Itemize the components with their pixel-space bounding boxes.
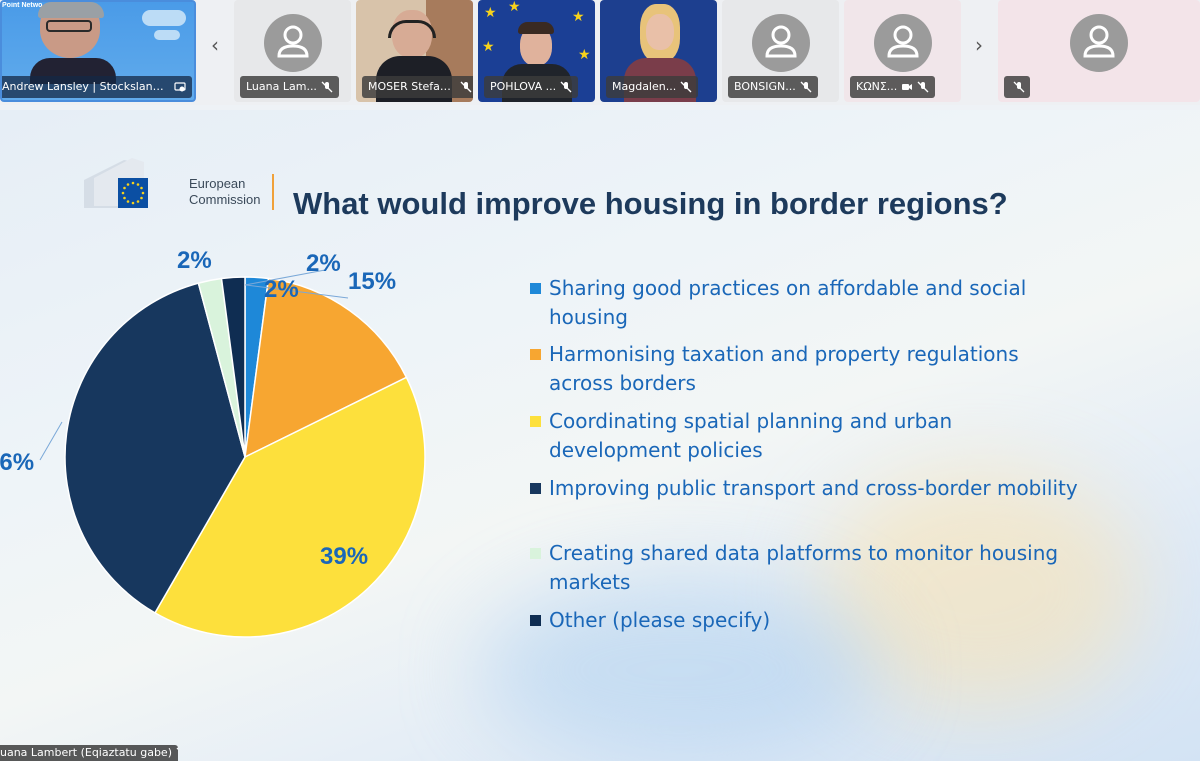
legend-label: Harmonising taxation and property regula… [549,342,1019,395]
banner-text: Point Netwo [2,2,43,9]
pie-slice [153,376,426,638]
legend-label: Creating shared data platforms to monito… [549,541,1059,594]
screen-share-icon [174,82,186,92]
legend-item: Improving public transport and cross-bor… [530,474,1089,503]
avatar [263,14,322,72]
cloud-shape [142,10,186,26]
legend-swatch [530,416,541,427]
legend-label: Sharing good practices on affordable and… [549,276,1027,329]
shared-slide: European Commission What would improve h… [0,110,1200,761]
participant-name: Andrew Lansley | Stockslane (... [2,80,170,93]
legend-swatch [530,349,541,360]
participant-name: ΚΩΝΣ... [856,80,898,93]
pie-percent-label: 39% [320,543,369,570]
participant-name: uana Lambert (Eqiaztatu gabe) [0,746,172,759]
pie-percent-label: 2% [306,250,341,277]
mic-off-icon [560,81,572,93]
pie-slice [244,277,408,459]
participant-tile[interactable]: Magdalen... [600,0,717,102]
participant-tile[interactable]: BONSIGN... [722,0,839,102]
legend-item: Creating shared data platforms to monito… [530,539,1089,597]
leader-line [244,269,326,286]
camera-off-icon [902,84,913,90]
participant-tile-active-speaker[interactable]: Point Netwo Andrew Lansley | Stockslane … [0,0,196,102]
european-commission-logo: European Commission [84,158,284,212]
pie-slice [220,276,246,458]
participant-name: Luana Lam... [246,80,317,93]
mic-off-icon [176,747,178,750]
legend-label: Other (please specify) [549,608,771,632]
background-glow [480,580,880,760]
participant-tile[interactable] [998,0,1200,102]
participant-tile[interactable]: MOSER Stefan... [356,0,473,102]
mic-off-icon [917,81,929,93]
participant-tile[interactable]: ★ ★ ★ ★ ★ POHLOVA ... [478,0,595,102]
mic-off-icon [321,81,333,93]
prev-participants-button[interactable]: ‹ [211,33,219,57]
mic-off-icon [460,81,472,93]
legend-swatch [530,483,541,494]
mic-off-icon [800,81,812,93]
legend-swatch [530,548,541,559]
legend-item: Harmonising taxation and property regula… [530,340,1089,398]
leader-line [245,284,349,299]
pie-slice [64,282,246,614]
mic-off-icon [1013,81,1025,93]
participant-name: Magdalen... [612,80,677,93]
participant-name: POHLOVA ... [490,80,557,93]
pie-percent-label: 2% [177,247,212,274]
pie-percent-label: 15% [348,268,397,295]
person-icon [1083,25,1115,58]
avatar [1070,14,1128,72]
eu-flag-logo [84,158,148,208]
pie-percent-label: 36% [0,449,35,476]
legend-label: Coordinating spatial planning and urban … [549,409,953,462]
slide-title: What would improve housing in border reg… [293,186,1008,221]
person-icon [764,25,797,58]
leader-line [39,421,63,461]
logo-accent-bar [272,174,274,210]
mic-off-icon [680,81,692,93]
legend-label: Improving public transport and cross-bor… [549,476,1078,500]
pie-chart [39,269,426,638]
person-icon [276,25,309,58]
person-icon [886,25,919,58]
legend-item: Sharing good practices on affordable and… [530,274,1089,332]
logo-line-1: European [189,176,246,191]
legend-item: Other (please specify) [530,606,1089,635]
legend-item: Coordinating spatial planning and urban … [530,407,1089,465]
logo-line-2: Commission [189,192,261,207]
cloud-shape [154,30,180,40]
participant-name: MOSER Stefan... [368,80,456,93]
avatar [751,14,810,72]
pie-percent-label: 2% [264,276,299,303]
participant-name: BONSIGN... [734,80,796,93]
next-participants-button[interactable]: › [975,33,983,57]
avatar [873,14,932,72]
participant-video [30,2,116,84]
participant-tile[interactable]: Luana Lam... [234,0,351,102]
logo-text: European Commission [189,176,261,208]
legend-swatch [530,283,541,294]
participant-tile[interactable]: ΚΩΝΣ... [844,0,961,102]
legend-swatch [530,615,541,626]
participant-name-bar: uana Lambert (Eqiaztatu gabe) [0,745,178,761]
eu-flag-stars: ★ ★ ★ ★ ★ [482,0,591,63]
participant-strip: Point Netwo Andrew Lansley | Stockslane … [0,0,1200,105]
